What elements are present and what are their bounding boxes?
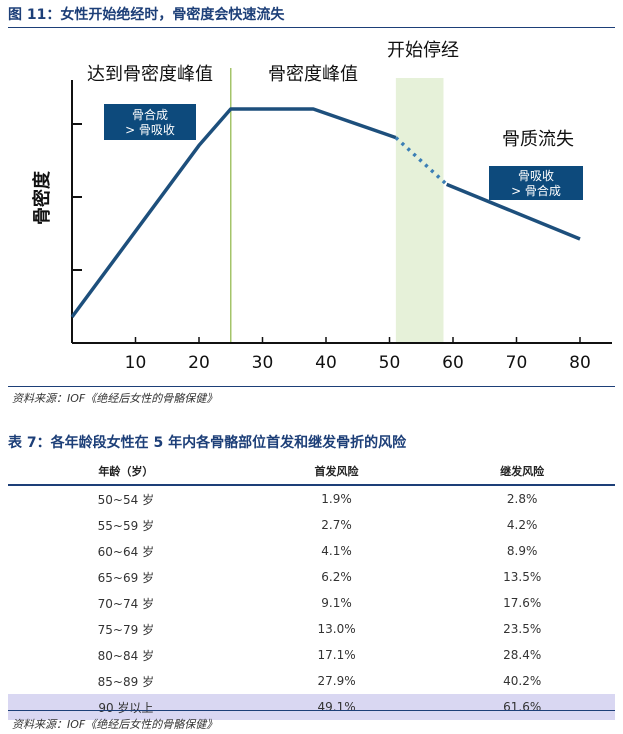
second-risk-cell: 23.5% xyxy=(503,622,542,636)
box-resorption-line2: > 骨合成 xyxy=(511,183,561,198)
age-cell: 75~79 岁 xyxy=(97,622,155,637)
box-resorption xyxy=(489,166,583,200)
age-cell: 50~54 岁 xyxy=(97,492,155,507)
table-row: 60~64 岁 4.1% 8.9% xyxy=(8,538,615,564)
age-cell: 60~64 岁 xyxy=(97,544,155,559)
second-risk-cell: 2.8% xyxy=(506,492,538,506)
chart-bottom-rule xyxy=(8,386,615,387)
figure-title-rule xyxy=(8,27,615,28)
first-risk-cell: 9.1% xyxy=(321,596,352,610)
table-row: 50~54 岁 1.9% 2.8% xyxy=(8,485,615,512)
box-synthesis-line2: > 骨吸收 xyxy=(125,123,175,137)
menopause-shade xyxy=(395,78,444,343)
table-row: 85~89 岁 27.9% 40.2% xyxy=(8,668,615,694)
table-title: 表 7：各年龄段女性在 5 年内各骨骼部位首发和继发骨折的风险 xyxy=(8,435,407,451)
age-cell: 65~69 岁 xyxy=(97,570,155,585)
first-risk-cell: 27.9% xyxy=(317,674,356,688)
second-risk-cell: 13.5% xyxy=(503,570,542,584)
header-first-risk: 首发风险 xyxy=(243,458,430,486)
age-cell: 90 岁以上 xyxy=(8,694,244,720)
figure-source: 资料来源：IOF《绝经后女性的骨骼保健》 xyxy=(12,392,218,405)
table-source: 资料来源：IOF《绝经后女性的骨骼保健》 xyxy=(12,718,218,731)
bmd-line-solid xyxy=(445,182,581,241)
first-risk-cell: 4.1% xyxy=(321,544,352,558)
label-peak: 骨密度峰值 xyxy=(268,64,358,85)
first-risk-cell: 6.2% xyxy=(321,570,352,584)
box-synthesis-line1: 骨合成 xyxy=(132,107,168,122)
box-resorption-line1: 骨吸收 xyxy=(518,169,554,183)
second-risk-cell: 17.6% xyxy=(503,596,542,610)
label-reach-peak: 达到骨密度峰值 xyxy=(87,64,213,85)
age-cell: 70~74 岁 xyxy=(97,596,155,611)
second-risk-cell: 28.4% xyxy=(503,648,542,662)
first-risk-cell: 2.7% xyxy=(321,518,352,532)
bmd-line-solid xyxy=(70,107,397,319)
age-cell: 80~84 岁 xyxy=(97,648,155,663)
first-risk-cell: 13.0% xyxy=(317,622,356,636)
table-row: 90 岁以上 49.1% 61.6% xyxy=(8,694,615,720)
table-row: 70~74 岁 9.1% 17.6% xyxy=(8,590,615,616)
x-tick-label: 20 xyxy=(188,353,210,373)
age-cell: 85~89 岁 xyxy=(97,674,155,689)
second-risk-cell: 4.2% xyxy=(506,518,538,532)
table-bottom-rule xyxy=(8,710,615,711)
table-row: 65~69 岁 6.2% 13.5% xyxy=(8,564,615,590)
second-risk-cell: 40.2% xyxy=(503,674,542,688)
y-axis-label: 骨密度 xyxy=(31,170,53,225)
first-risk-cell: 17.1% xyxy=(317,648,356,662)
second-risk-cell: 61.6% xyxy=(429,694,615,720)
box-synthesis xyxy=(104,104,196,140)
figure-title: 图 11：女性开始绝经时，骨密度会快速流失 xyxy=(8,7,285,23)
header-second-risk: 继发风险 xyxy=(429,458,615,486)
label-menopause: 开始停经 xyxy=(387,40,459,61)
first-risk-cell: 49.1% xyxy=(243,694,430,720)
header-age: 年龄（岁） xyxy=(8,458,244,486)
fracture-risk-table: 年龄（岁） 首发风险 继发风险 50~54 岁 1.9% 2.8% 55~59 岁 2.… xyxy=(8,458,615,720)
age-cell: 55~59 岁 xyxy=(97,518,155,533)
x-tick-label: 60 xyxy=(442,353,464,373)
table-row: 55~59 岁 2.7% 4.2% xyxy=(8,512,615,538)
table-row: 75~79 岁 13.0% 23.5% xyxy=(8,616,615,642)
x-tick-label: 80 xyxy=(569,353,591,373)
table-row: 80~84 岁 17.1% 28.4% xyxy=(8,642,615,668)
label-bone-loss: 骨质流失 xyxy=(502,129,574,150)
first-risk-cell: 1.9% xyxy=(321,492,352,506)
bmd-line-dotted xyxy=(394,136,448,186)
x-tick-label: 40 xyxy=(315,353,337,373)
x-tick-label: 30 xyxy=(252,353,274,373)
x-tick-label: 70 xyxy=(506,353,528,373)
table-header-row: 年龄（岁） 首发风险 继发风险 xyxy=(8,458,615,486)
x-tick-label: 50 xyxy=(379,353,401,373)
x-tick-label: 10 xyxy=(125,353,147,373)
second-risk-cell: 8.9% xyxy=(506,544,538,558)
